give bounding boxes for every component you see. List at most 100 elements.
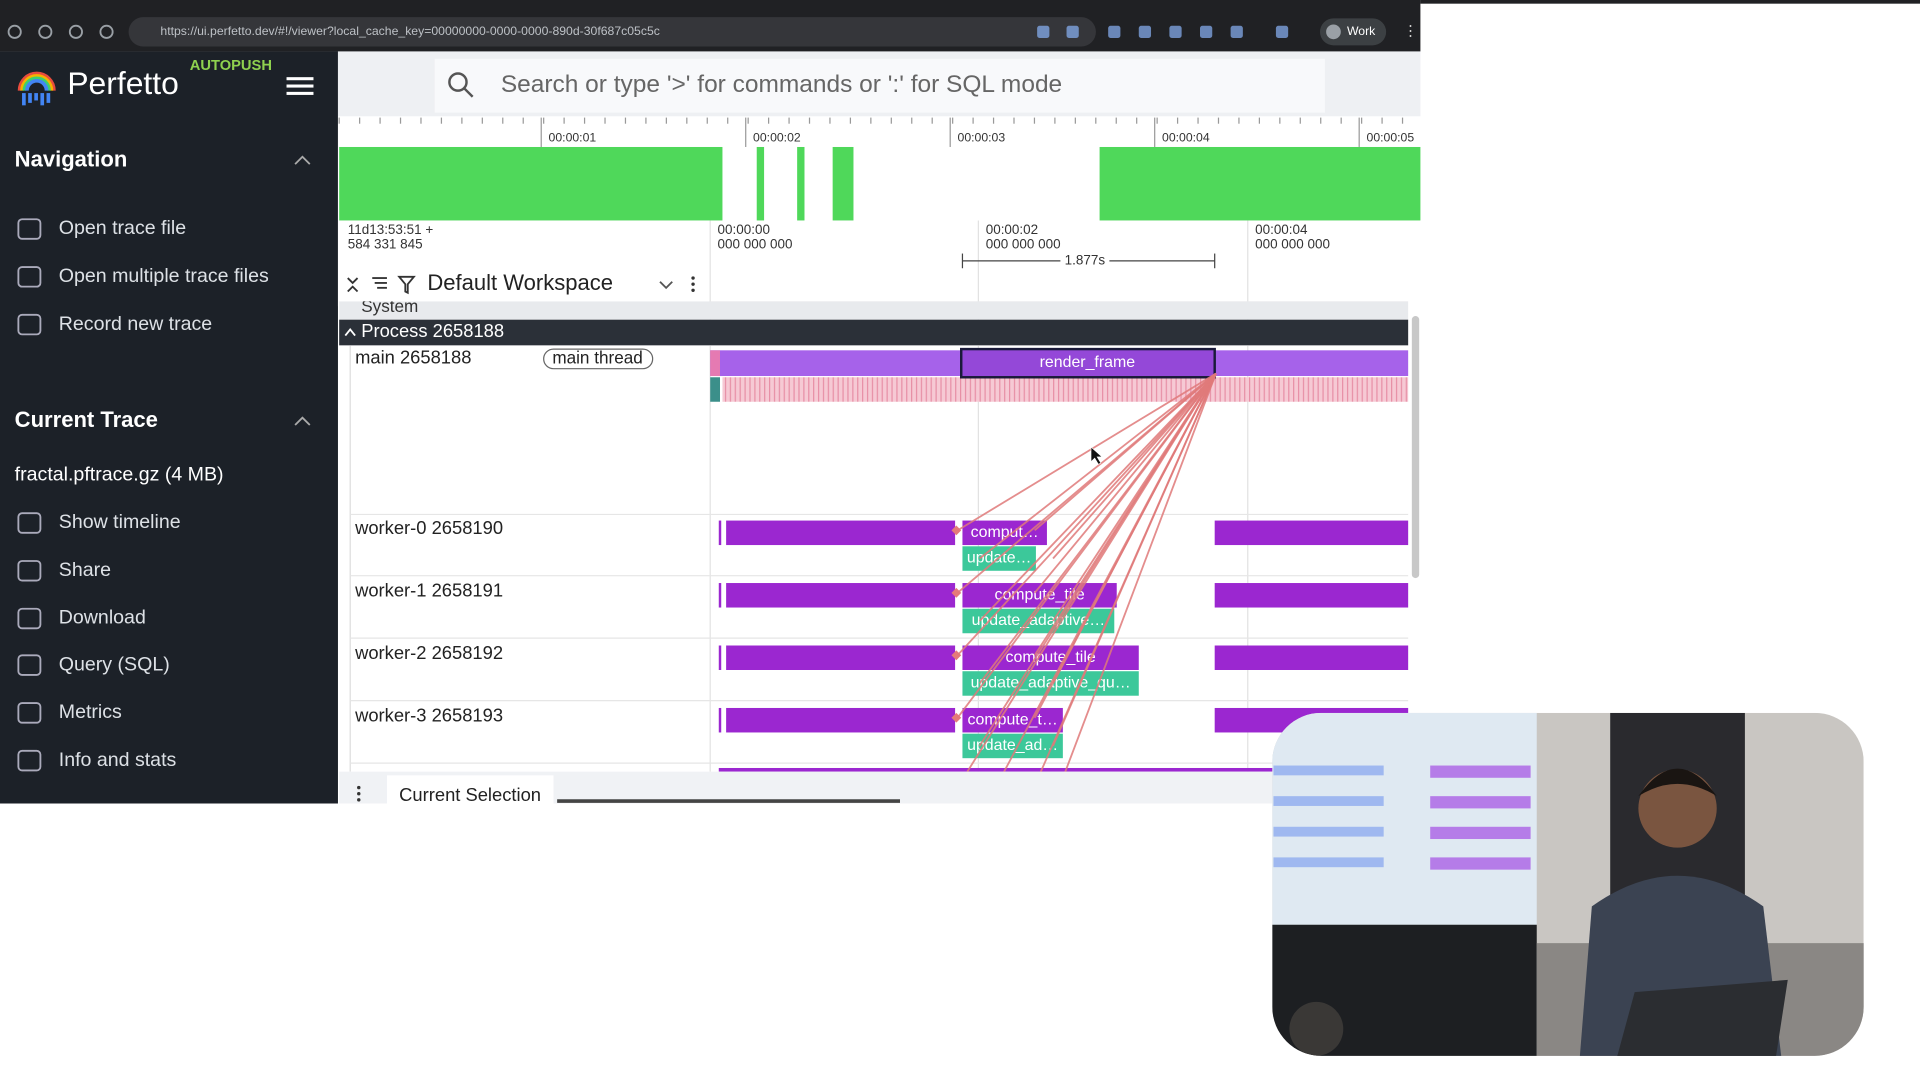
badge: AUTOPUSH — [190, 58, 272, 74]
hamburger-line[interactable] — [286, 84, 314, 88]
slice[interactable] — [1214, 645, 1409, 670]
browser-button[interactable] — [99, 24, 114, 39]
toolbar-icon[interactable] — [1066, 25, 1079, 38]
workspace-menu[interactable] — [691, 288, 695, 293]
toolbar-icon[interactable] — [1200, 25, 1213, 38]
search-box[interactable] — [434, 58, 1325, 113]
nav-item[interactable]: Open trace file — [59, 217, 186, 239]
nav-item[interactable]: Query (SQL) — [59, 653, 170, 675]
workspace-bar — [339, 268, 709, 302]
counter-strip — [722, 377, 1409, 402]
slice[interactable] — [718, 520, 722, 546]
slice[interactable] — [1214, 520, 1409, 546]
collapse-chevron[interactable] — [294, 416, 311, 426]
flow-marker — [951, 525, 962, 536]
nav-item[interactable]: Show timeline — [59, 511, 181, 533]
webcam-shape — [1616, 979, 1788, 1056]
slice[interactable] — [726, 520, 956, 546]
slice-label: render_frame — [1040, 354, 1136, 371]
slice-label: update_ad… — [967, 737, 1058, 754]
address-bar[interactable] — [128, 17, 1096, 47]
webcam-shape — [1273, 857, 1384, 868]
browser-button[interactable] — [68, 24, 83, 39]
track-name: worker-0 2658190 — [354, 517, 503, 538]
filter-icon[interactable] — [397, 275, 416, 295]
flow-arrow — [1033, 372, 1217, 594]
workspace-name[interactable]: Default Workspace — [427, 270, 613, 295]
slice[interactable] — [1214, 583, 1409, 608]
flow-arrow — [1039, 373, 1217, 773]
toolbar-icon[interactable] — [1108, 25, 1121, 38]
time-mark: 000 000 000 — [986, 237, 1061, 252]
panel-tab-label[interactable]: Current Selection — [399, 784, 541, 805]
brand: Perfetto — [67, 65, 178, 101]
flow-arrow — [1064, 373, 1217, 772]
workspace-menu[interactable] — [691, 276, 695, 280]
scrollbar[interactable] — [1411, 316, 1420, 579]
panel-tab[interactable] — [386, 775, 554, 804]
logo-bar — [46, 93, 51, 103]
slice[interactable] — [718, 707, 722, 733]
item-icon — [17, 266, 42, 288]
nav-item[interactable]: Info and stats — [59, 749, 177, 771]
group-name: Process 2658188 — [361, 320, 504, 341]
profile-chip[interactable] — [1320, 18, 1387, 46]
nav-item[interactable]: Record new trace — [59, 313, 213, 335]
flow-arrow — [956, 372, 1217, 594]
activity-block — [832, 146, 854, 221]
track-name: main 2658188 — [355, 347, 471, 368]
panel-menu[interactable] — [357, 785, 361, 790]
toolbar-icon[interactable] — [1230, 25, 1243, 38]
slice[interactable] — [718, 645, 722, 670]
browser-button[interactable] — [38, 24, 53, 39]
process-chevron — [344, 328, 356, 337]
slice — [718, 767, 1409, 772]
collapse-chevron[interactable] — [294, 155, 311, 165]
track-name: worker-2 2658192 — [354, 642, 503, 663]
slice-label: update_adaptive… — [972, 612, 1106, 629]
nav-item[interactable]: Metrics — [59, 701, 122, 723]
flow-arrow — [966, 373, 1217, 773]
webcam-shape — [1430, 765, 1531, 778]
toolbar-icon[interactable] — [1138, 25, 1152, 38]
hamburger-line[interactable] — [286, 91, 314, 95]
item-icon — [17, 607, 42, 630]
section-title[interactable]: Current Trace — [15, 407, 158, 432]
slice[interactable] — [726, 707, 956, 733]
flow-arrow — [956, 373, 1217, 719]
flow-arrow — [1003, 373, 1217, 773]
panel-menu[interactable] — [357, 791, 361, 796]
overview-tick: 00:00:05 — [1367, 131, 1415, 145]
workspace-menu[interactable] — [691, 282, 695, 286]
slice[interactable] — [962, 707, 1063, 733]
track-name: worker-3 2658193 — [354, 704, 503, 725]
collapse-all[interactable] — [347, 277, 359, 293]
url: https://ui.perfetto.dev/#!/viewer?local_… — [160, 24, 660, 38]
slice[interactable] — [710, 350, 720, 377]
hamburger-line[interactable] — [286, 77, 314, 81]
time-mark: 00:00:04 — [1255, 222, 1308, 237]
profile-avatar — [1326, 24, 1341, 40]
nav-item[interactable]: Open multiple trace files — [59, 265, 269, 287]
selected-slice[interactable] — [960, 347, 1216, 379]
logo-arc — [17, 71, 56, 91]
nav-item[interactable]: Share — [59, 559, 111, 581]
nav-item[interactable]: Download — [59, 607, 146, 629]
panel-menu[interactable] — [357, 798, 361, 802]
process-header[interactable] — [339, 319, 1409, 346]
activity-block — [797, 146, 805, 221]
workspace-dropdown[interactable] — [659, 281, 673, 290]
time-mark: 00:00:02 — [986, 222, 1038, 237]
slice[interactable] — [726, 583, 956, 608]
toolbar-icon[interactable] — [1037, 25, 1050, 38]
search-icon — [463, 87, 474, 98]
cursor — [1090, 446, 1103, 465]
slice[interactable] — [962, 520, 1047, 546]
section-title[interactable]: Navigation — [15, 146, 128, 171]
browser-button[interactable] — [7, 24, 22, 39]
toolbar-icon[interactable] — [1169, 25, 1182, 38]
slice[interactable] — [726, 645, 956, 670]
webcam-shape — [1273, 826, 1384, 837]
slice[interactable] — [718, 583, 722, 608]
toolbar-icon[interactable] — [1275, 25, 1289, 38]
